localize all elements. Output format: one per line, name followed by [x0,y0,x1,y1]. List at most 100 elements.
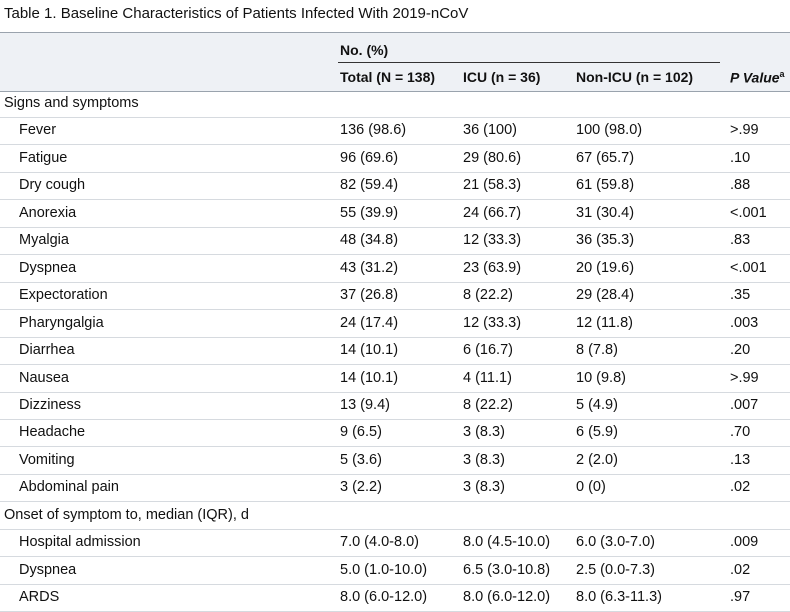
cell-value: 3 (8.3) [463,451,505,468]
cell-value: 48 (34.8) [340,232,399,249]
cell-value: 29 (80.6) [463,149,522,166]
cell-value: 23 (63.9) [463,259,522,276]
cell-value: 29 (28.4) [576,287,635,304]
p-value-header: P Valuea [730,69,785,86]
cell-value: 0 (0) [576,479,606,496]
group-header: No. (%) [340,42,389,58]
cell-value: 6.0 (3.0-7.0) [576,534,655,551]
section-label: Onset of symptom to, median (IQR), d [4,506,249,523]
table-title: Table 1. Baseline Characteristics of Pat… [4,5,469,22]
cell-value: 36 (100) [463,122,518,139]
cell-value: .20 [730,342,751,359]
cell-value: .003 [730,314,759,331]
cell-value: 4 (11.1) [463,369,512,386]
data-row [0,282,790,311]
data-row [0,255,790,283]
cell-value: <.001 [730,259,767,276]
cell-value: 3 (2.2) [340,479,382,496]
cell-value: 3 (8.3) [463,424,505,441]
cell-value: 24 (17.4) [340,314,399,331]
row-label: Diarrhea [19,342,75,359]
cell-value: 24 (66.7) [463,204,522,221]
cell-value: 8.0 (4.5-10.0) [463,534,551,551]
cell-value: .13 [730,451,751,468]
cell-value: .10 [730,149,751,166]
row-label: Fever [19,122,57,139]
row-label: Hospital admission [19,534,141,551]
cell-value: 82 (59.4) [340,177,399,194]
cell-value: 5 (4.9) [576,396,618,413]
cell-value: 14 (10.1) [340,342,399,359]
data-row [0,145,790,173]
cell-value: 12 (33.3) [463,314,522,331]
cell-value: .35 [730,287,751,304]
cell-value: 31 (30.4) [576,204,635,221]
data-row [0,474,790,503]
cell-value: 3 (8.3) [463,479,505,496]
cell-value: 7.0 (4.0-8.0) [340,534,419,551]
cell-value: 12 (33.3) [463,232,522,249]
row-label: Dizziness [19,396,82,413]
row-label: Expectoration [19,287,108,304]
cell-value: .009 [730,534,759,551]
cell-value: 5.0 (1.0-10.0) [340,561,428,578]
cell-value: 37 (26.8) [340,287,399,304]
data-row [0,227,790,256]
cell-value: 13 (9.4) [340,396,390,413]
section-label: Signs and symptoms [4,95,139,111]
cell-value: 136 (98.6) [340,122,407,139]
cell-value: 10 (9.8) [576,369,626,386]
row-label: Dyspnea [19,561,77,578]
cell-value: .83 [730,232,751,249]
cell-value: .88 [730,177,751,194]
cell-value: 12 (11.8) [576,314,633,331]
data-row [0,200,790,228]
row-label: Dry cough [19,177,86,194]
cell-value: <.001 [730,204,767,221]
row-label: Vomiting [19,451,75,468]
data-row [0,365,790,393]
section-row [0,90,790,118]
data-row [0,310,790,338]
cell-value: 9 (6.5) [340,424,382,441]
cell-value: 5 (3.6) [340,451,382,468]
row-label: Pharyngalgia [19,314,104,331]
row-label: ARDS [19,589,60,606]
cell-value: 96 (69.6) [340,149,399,166]
cell-value: 36 (35.3) [576,232,635,249]
column-header: ICU (n = 36) [463,69,541,85]
cell-value: 6 (5.9) [576,424,618,441]
row-label: Abdominal pain [19,479,119,496]
data-row [0,117,790,146]
cell-value: .97 [730,589,751,606]
row-label: Fatigue [19,149,68,166]
cell-value: 21 (58.3) [463,177,522,194]
cell-value: .007 [730,396,759,413]
data-row [0,419,790,448]
cell-value: 100 (98.0) [576,122,643,139]
cell-value: 2 (2.0) [576,451,618,468]
data-row [0,447,790,475]
p-value-label: P Value [730,69,780,86]
row-label: Headache [19,424,86,441]
cell-value: 8.0 (6.0-12.0) [463,589,551,606]
cell-value: .02 [730,479,751,496]
cell-value: 8.0 (6.0-12.0) [340,589,428,606]
cell-value: 14 (10.1) [340,369,399,386]
data-row [0,557,790,585]
cell-value: .02 [730,561,751,578]
cell-value: 2.5 (0.0-7.3) [576,561,655,578]
cell-value: 55 (39.9) [340,204,399,221]
data-row [0,529,790,558]
cell-value: 67 (65.7) [576,149,635,166]
cell-value: 61 (59.8) [576,177,635,194]
column-header: Non-ICU (n = 102) [576,69,694,85]
cell-value: 43 (31.2) [340,259,399,276]
row-label: Dyspnea [19,259,77,276]
data-row [0,337,790,366]
cell-value: >.99 [730,369,759,386]
row-label: Anorexia [19,204,77,221]
cell-value: 8 (22.2) [463,396,513,413]
row-label: Myalgia [19,232,69,249]
